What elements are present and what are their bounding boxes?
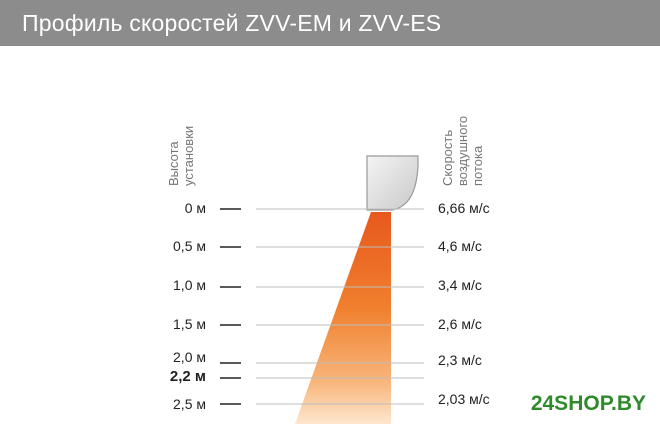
speed-label: 2,6 м/с: [438, 316, 482, 332]
speed-label: 6,66 м/с: [438, 200, 490, 216]
reference-lines: [256, 208, 424, 405]
speed-label: 2,3 м/с: [438, 352, 482, 368]
height-label: 1,5 м: [173, 316, 206, 332]
speed-label: 2,03 м/с: [438, 391, 490, 407]
height-label: 2,5 м: [173, 396, 206, 412]
air-jet: [295, 212, 391, 424]
speed-label: 4,6 м/с: [438, 238, 482, 254]
height-label: 0 м: [184, 200, 206, 216]
speed-axis-caption-line: воздушного: [455, 115, 470, 186]
watermark-logo: 24SHOP.BY: [530, 392, 646, 415]
speed-label: 3,4 м/с: [438, 277, 482, 293]
height-label: 2,0 м: [173, 349, 206, 365]
page-title: Профиль скоростей ZVV-EM и ZVV-ES: [22, 10, 442, 36]
height-label: 0,5 м: [173, 238, 206, 254]
air-curtain-unit-icon: [366, 155, 419, 211]
height-label: 1,0 м: [173, 277, 206, 293]
height-ticks: [220, 208, 241, 405]
speed-axis-caption: Скорость воздушного потока: [440, 116, 485, 186]
height-label-highlighted: 2,2 м: [169, 368, 206, 385]
height-axis-caption: Высота установки: [166, 126, 196, 186]
speed-axis-caption-line: потока: [470, 145, 485, 186]
header-bar: Профиль скоростей ZVV-EM и ZVV-ES: [0, 0, 660, 46]
speed-axis-caption-line: Скорость: [440, 129, 455, 186]
height-axis-caption-line: Высота: [166, 141, 181, 186]
height-axis-caption-line: установки: [181, 125, 196, 186]
